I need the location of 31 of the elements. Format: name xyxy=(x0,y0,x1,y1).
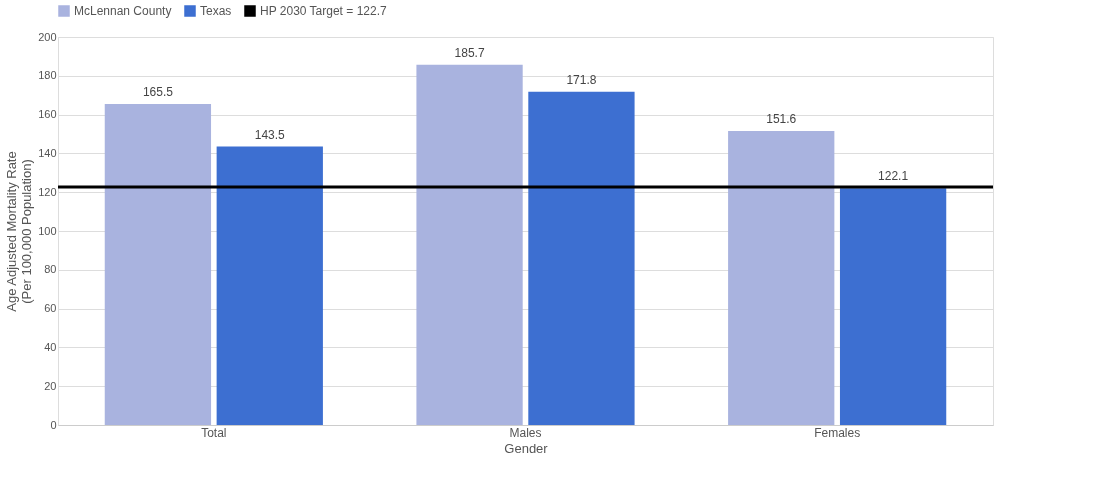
data-label: 143.5 xyxy=(254,127,286,142)
y-tick-label: 140 xyxy=(38,146,57,159)
bar xyxy=(216,146,323,425)
y-tick-label: 100 xyxy=(38,224,57,237)
bar xyxy=(104,103,212,425)
bar xyxy=(728,130,835,425)
data-label: 165.5 xyxy=(142,84,174,99)
data-label: 151.6 xyxy=(766,111,797,126)
bar xyxy=(839,188,947,425)
y-tick-label: 200 xyxy=(38,30,57,43)
y-tick-label: 20 xyxy=(44,379,57,392)
data-label: 171.8 xyxy=(566,72,597,87)
x-tick-label: Males xyxy=(509,425,542,440)
legend-label: Texas xyxy=(200,4,232,18)
x-tick-label: Females xyxy=(814,425,861,440)
bar xyxy=(416,64,523,425)
legend-label: HP 2030 Target = 122.7 xyxy=(260,4,387,18)
y-tick-label: 160 xyxy=(38,108,57,121)
y-tick-label: 60 xyxy=(44,302,57,315)
y-tick-label: 0 xyxy=(50,418,57,431)
x-tick-label: Total xyxy=(201,425,227,440)
y-tick-label: 80 xyxy=(44,263,57,276)
legend-label: McLennan County xyxy=(74,4,172,18)
y-tick-label: 180 xyxy=(38,69,57,82)
y-tick-label: 120 xyxy=(38,185,57,198)
data-label: 122.1 xyxy=(878,169,909,184)
data-label: 185.7 xyxy=(454,45,485,60)
y-tick-label: 40 xyxy=(44,340,57,353)
x-axis-title: Gender xyxy=(504,440,549,456)
y-axis-title: Age Adjusted Mortality Rate (Per 100,000 Population) xyxy=(4,151,35,312)
bar xyxy=(528,91,635,425)
